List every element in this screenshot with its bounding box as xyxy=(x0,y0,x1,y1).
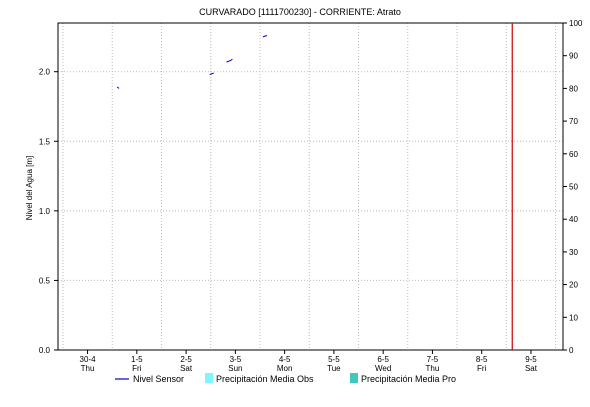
legend-swatch-box xyxy=(350,373,358,383)
x-tick-label-weekday: Wed xyxy=(375,364,391,373)
x-tick-label-date: 5-5 xyxy=(328,355,340,364)
legend-swatch-box xyxy=(205,373,213,383)
legend: Nivel Sensor Precipitación Media Obs Preci… xyxy=(115,373,456,384)
x-tick-label-weekday: Sat xyxy=(180,364,193,373)
plot-area: 0.0 0.5 1.0 1.5 2.0 0 10 20 30 40 50 60 70 80 90 100 30-… xyxy=(39,19,583,373)
x-tick-label-date: 2-5 xyxy=(180,355,192,364)
y-tick-label-right: 20 xyxy=(569,281,578,290)
y-tick-label-right: 70 xyxy=(569,117,578,126)
x-tick-label-date: 9-5 xyxy=(525,355,537,364)
x-tick-label-date: 3-5 xyxy=(230,355,242,364)
x-tick-label-date: 7-5 xyxy=(427,355,439,364)
x-tick-label-date: 6-5 xyxy=(377,355,389,364)
x-tick-label-weekday: Fri xyxy=(132,364,142,373)
series-line-nivel-sensor xyxy=(226,58,233,63)
x-tick-label-date: 30-4 xyxy=(80,355,97,364)
legend-item-label: Precipitación Media Pro xyxy=(361,374,456,384)
y-tick-label-right: 90 xyxy=(569,52,578,61)
y-tick-label-right: 100 xyxy=(569,19,583,28)
x-tick-label-weekday: Thu xyxy=(426,364,440,373)
x-tick-label-date: 4-5 xyxy=(279,355,291,364)
x-tick-label-weekday: Fri xyxy=(477,364,487,373)
y-tick-label-right: 80 xyxy=(569,84,578,93)
series-line-nivel-sensor xyxy=(262,35,268,38)
y-tick-label-left: 1.0 xyxy=(39,207,51,216)
chart-title: CURVARADO [1111700230] - CORRIENTE: Atra… xyxy=(199,7,401,17)
y-tick-label-right: 40 xyxy=(569,215,578,224)
legend-item-label: Precipitación Media Obs xyxy=(216,374,314,384)
x-tick-label-weekday: Sat xyxy=(525,364,538,373)
y-tick-label-right: 50 xyxy=(569,183,578,192)
y-tick-label-right: 30 xyxy=(569,248,578,257)
y-tick-label-left: 0.5 xyxy=(39,276,51,285)
x-tick-label-date: 8-5 xyxy=(476,355,488,364)
series-line-nivel-sensor xyxy=(116,86,120,89)
x-tick-label-weekday: Tue xyxy=(327,364,341,373)
x-tick-label-weekday: Mon xyxy=(277,364,293,373)
y-tick-label-left: 2.0 xyxy=(39,68,51,77)
y-axis-label-left: Nivel del Agua [m] xyxy=(25,156,34,220)
y-tick-label-right: 10 xyxy=(569,313,578,322)
series-line-nivel-sensor xyxy=(209,72,214,75)
y-tick-label-right: 60 xyxy=(569,150,578,159)
y-tick-label-left: 1.5 xyxy=(39,137,51,146)
y-tick-label-left: 0.0 xyxy=(39,346,51,355)
y-tick-label-right: 0 xyxy=(569,346,574,355)
legend-item-label: Nivel Sensor xyxy=(133,374,184,384)
x-tick-label-weekday: Sun xyxy=(228,364,242,373)
x-tick-label-date: 1-5 xyxy=(131,355,143,364)
x-tick-label-weekday: Thu xyxy=(81,364,95,373)
